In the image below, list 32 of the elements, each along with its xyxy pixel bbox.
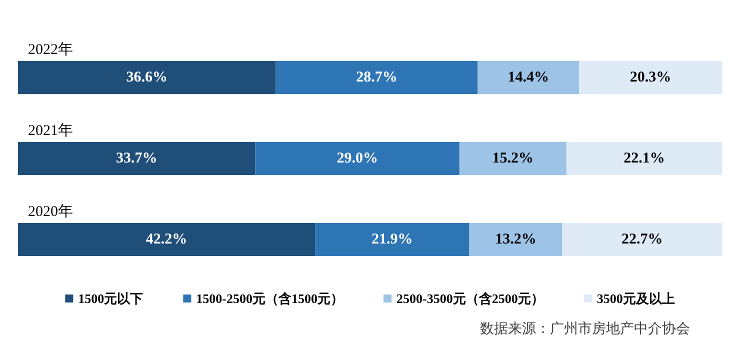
data-label: 28.7% bbox=[356, 70, 398, 86]
y-tick-label: 2021年 bbox=[28, 122, 73, 139]
y-tick-label: 2022年 bbox=[28, 41, 73, 58]
bar bbox=[315, 223, 470, 256]
legend-label: 3500元及以上 bbox=[596, 291, 675, 306]
data-label: 13.2% bbox=[495, 232, 536, 248]
data-label: 22.1% bbox=[624, 150, 665, 166]
data-label: 29.0% bbox=[336, 150, 378, 166]
data-label: 33.7% bbox=[116, 150, 158, 166]
data-label: 21.9% bbox=[372, 232, 413, 248]
bar bbox=[579, 61, 722, 94]
data-label: 15.2% bbox=[492, 150, 534, 166]
legend-label: 2500-3500元（含2500元） bbox=[396, 291, 544, 306]
bar bbox=[18, 223, 316, 256]
data-label: 36.6% bbox=[126, 70, 168, 86]
bar bbox=[469, 223, 562, 256]
bar bbox=[255, 142, 460, 175]
bar bbox=[459, 142, 566, 175]
data-label: 22.7% bbox=[621, 232, 663, 248]
bar bbox=[478, 61, 580, 94]
source-note: 数据来源：广州市房地产中介协会 bbox=[480, 321, 690, 337]
bar bbox=[562, 223, 722, 256]
bar bbox=[276, 61, 478, 94]
bar bbox=[566, 142, 722, 175]
y-tick-label: 2020年 bbox=[28, 203, 73, 220]
data-label: 42.2% bbox=[146, 232, 188, 248]
data-label: 14.4% bbox=[508, 70, 550, 86]
bar bbox=[18, 142, 256, 175]
legend-label: 1500-2500元（含1500元） bbox=[196, 291, 344, 306]
legend-label: 1500元以下 bbox=[78, 291, 144, 306]
data-label: 20.3% bbox=[630, 70, 672, 86]
bar bbox=[18, 61, 276, 94]
